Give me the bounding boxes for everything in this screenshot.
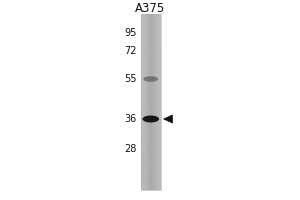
Bar — [150, 14, 151, 190]
Bar — [153, 14, 154, 190]
Text: 95: 95 — [124, 28, 136, 38]
Bar — [157, 14, 158, 190]
Text: 55: 55 — [124, 74, 136, 84]
Bar — [141, 93, 161, 98]
Bar — [141, 14, 161, 18]
Bar — [151, 14, 152, 190]
Bar — [147, 14, 148, 190]
Bar — [141, 163, 161, 168]
Bar — [144, 14, 145, 190]
Bar — [159, 14, 160, 190]
Bar — [141, 31, 161, 36]
Text: 36: 36 — [124, 114, 136, 124]
Bar — [148, 14, 149, 190]
Bar — [141, 14, 142, 190]
Bar — [147, 14, 148, 190]
Polygon shape — [164, 115, 172, 123]
Bar — [141, 115, 161, 120]
Bar — [148, 14, 149, 190]
Bar — [141, 146, 161, 150]
Bar — [143, 14, 144, 190]
Bar — [141, 106, 161, 111]
Bar — [141, 185, 161, 190]
Bar — [146, 14, 147, 190]
Bar — [141, 58, 161, 62]
Bar — [141, 75, 161, 80]
Bar — [141, 71, 161, 76]
Bar — [141, 150, 161, 155]
Bar — [141, 14, 161, 190]
Bar — [155, 14, 156, 190]
Bar — [152, 14, 153, 190]
Bar — [141, 84, 161, 89]
Text: 28: 28 — [124, 144, 136, 154]
Bar — [141, 18, 161, 23]
Bar — [141, 111, 161, 115]
Bar — [146, 14, 147, 190]
Bar — [152, 14, 153, 190]
Bar — [155, 14, 156, 190]
Bar — [156, 14, 157, 190]
Ellipse shape — [142, 116, 159, 122]
Bar — [141, 97, 161, 102]
Bar — [141, 14, 142, 190]
Text: 72: 72 — [124, 46, 136, 56]
Bar — [156, 14, 157, 190]
Bar — [141, 45, 161, 49]
Bar — [150, 14, 151, 190]
Bar — [144, 14, 145, 190]
Bar — [141, 49, 161, 54]
Bar — [151, 14, 152, 190]
Bar — [149, 14, 150, 190]
Ellipse shape — [143, 76, 158, 82]
Text: A375: A375 — [135, 1, 165, 15]
Bar — [145, 14, 146, 190]
Bar — [141, 40, 161, 45]
Bar — [141, 128, 161, 133]
Bar — [141, 137, 161, 142]
Bar — [141, 141, 161, 146]
Bar — [142, 14, 143, 190]
Bar — [141, 62, 161, 67]
Bar — [141, 133, 161, 137]
Bar — [141, 177, 161, 181]
Bar — [159, 14, 160, 190]
Bar — [141, 27, 161, 32]
Bar — [141, 181, 161, 186]
Bar — [141, 23, 161, 27]
Bar — [154, 14, 155, 190]
Bar — [141, 67, 161, 71]
Bar — [160, 14, 161, 190]
Bar — [141, 89, 161, 93]
Bar — [141, 102, 161, 106]
Bar — [141, 172, 161, 177]
Bar — [145, 14, 146, 190]
Bar — [153, 14, 154, 190]
Bar — [141, 155, 161, 159]
Bar — [141, 80, 161, 84]
Bar — [141, 53, 161, 58]
Bar — [142, 14, 143, 190]
Bar — [157, 14, 158, 190]
Bar — [141, 36, 161, 40]
Bar — [149, 14, 150, 190]
Bar — [158, 14, 159, 190]
Bar — [141, 159, 161, 164]
Bar — [141, 119, 161, 124]
Bar — [141, 168, 161, 172]
Bar — [143, 14, 144, 190]
Bar — [141, 124, 161, 128]
